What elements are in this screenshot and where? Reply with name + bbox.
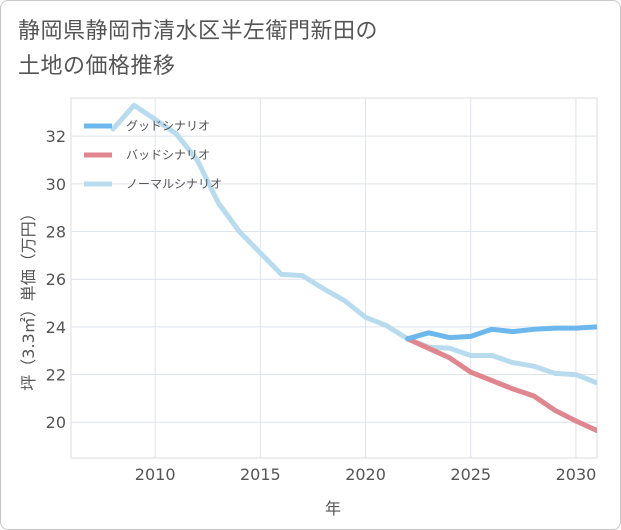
series-lines	[110, 102, 597, 434]
legend-item-bad: バッドシナリオ	[84, 148, 210, 162]
plot-area	[70, 97, 598, 459]
series-line-bad	[405, 336, 597, 434]
x-tick-label: 2030	[556, 465, 597, 484]
x-tick-label: 2015	[240, 465, 281, 484]
x-axis-ticks: 2010 2015 2020 2025 2030	[135, 465, 597, 484]
y-tick-label: 30	[46, 175, 66, 194]
x-tick-label: 2010	[135, 465, 176, 484]
legend-item-normal: ノーマルシナリオ	[84, 177, 222, 191]
legend-label: ノーマルシナリオ	[126, 177, 222, 191]
y-tick-label: 24	[46, 318, 66, 337]
chart-title: 静岡県静岡市清水区半左衛門新田の 土地の価格推移	[18, 14, 378, 84]
chart-title-line-1: 静岡県静岡市清水区半左衛門新田の	[18, 19, 379, 44]
y-axis-label: 坪（3.3㎡）単価（万円）	[19, 205, 38, 390]
legend-label: バッドシナリオ	[126, 148, 210, 162]
y-axis-ticks: 20 22 24 26 28 30 32	[46, 127, 66, 432]
x-tick-label: 2020	[345, 465, 386, 484]
legend-item-good: グッドシナリオ	[84, 119, 210, 133]
series-line-good	[405, 324, 597, 342]
y-tick-label: 32	[46, 127, 66, 146]
series-line-normal	[110, 102, 597, 386]
grid-lines	[71, 98, 597, 458]
y-tick-label: 26	[46, 270, 66, 289]
x-tick-label: 2025	[450, 465, 491, 484]
chart-title-line-2: 土地の価格推移	[18, 54, 176, 79]
legend-label: グッドシナリオ	[126, 119, 210, 133]
y-tick-label: 22	[46, 366, 66, 385]
y-tick-label: 20	[46, 413, 66, 432]
y-tick-label: 28	[46, 223, 66, 242]
x-axis-label: 年	[325, 499, 341, 518]
